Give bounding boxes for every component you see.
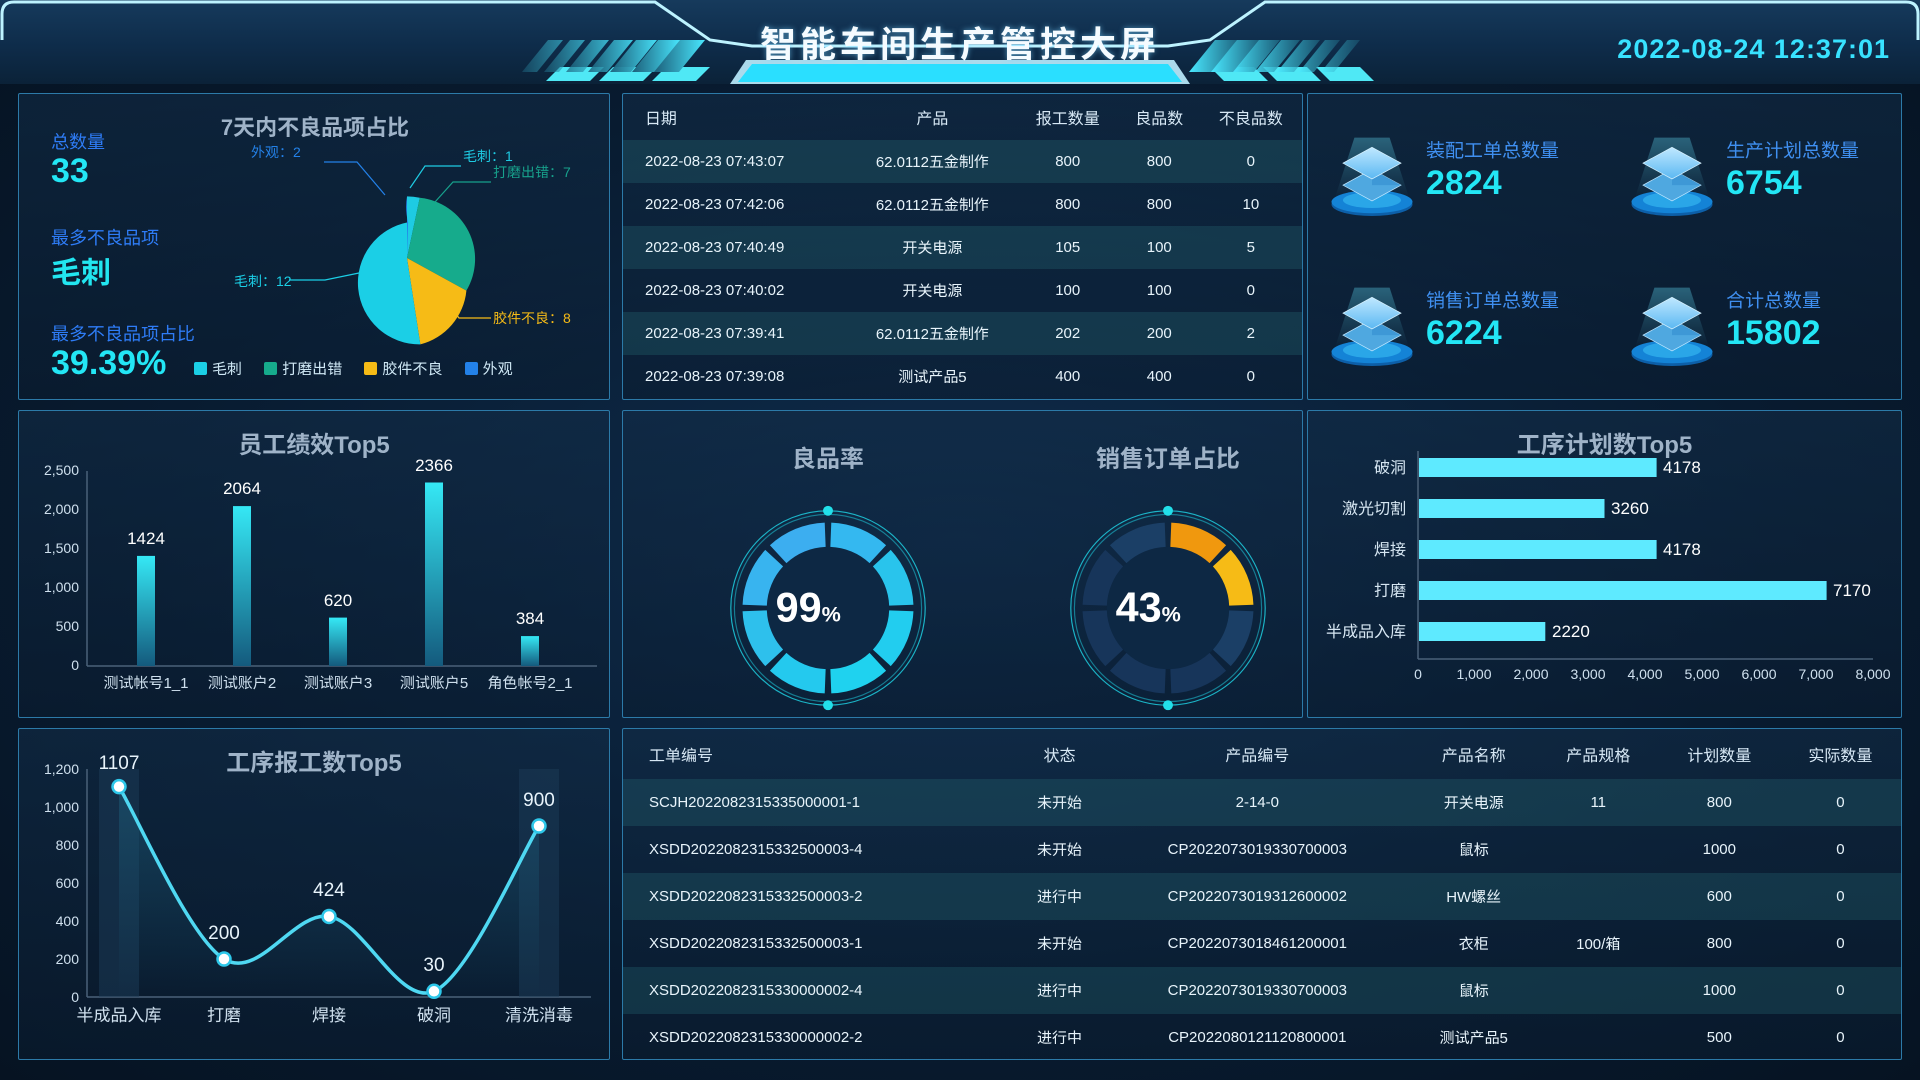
svg-text:焊接: 焊接	[312, 1006, 346, 1025]
svg-text:角色帐号2_1: 角色帐号2_1	[487, 674, 572, 692]
svg-text:8,000: 8,000	[1855, 666, 1890, 682]
svg-text:测试帐号1_1: 测试帐号1_1	[103, 674, 188, 692]
svg-text:1107: 1107	[99, 753, 140, 774]
svg-text:1,200: 1,200	[44, 761, 79, 777]
svg-text:800: 800	[56, 837, 80, 853]
svg-text:测试账户3: 测试账户3	[304, 674, 372, 692]
svg-text:900: 900	[523, 790, 555, 811]
svg-text:测试账户5: 测试账户5	[400, 674, 468, 692]
svg-text:1,500: 1,500	[44, 540, 79, 556]
svg-text:1,000: 1,000	[1456, 666, 1491, 682]
svg-text:4,000: 4,000	[1627, 666, 1662, 682]
svg-text:清洗消毒: 清洗消毒	[505, 1006, 573, 1025]
svg-text:4178: 4178	[1663, 458, 1701, 477]
svg-text:7,000: 7,000	[1798, 666, 1833, 682]
svg-text:30: 30	[423, 955, 444, 976]
svg-text:打磨出错：7: 打磨出错：7	[493, 164, 571, 180]
svg-text:2,000: 2,000	[44, 501, 79, 517]
svg-text:0: 0	[1414, 666, 1422, 682]
svg-text:200: 200	[56, 951, 80, 967]
svg-text:424: 424	[313, 880, 345, 901]
svg-text:200: 200	[208, 923, 240, 944]
svg-text:6,000: 6,000	[1741, 666, 1776, 682]
svg-text:1424: 1424	[127, 529, 165, 548]
svg-text:2,000: 2,000	[1513, 666, 1548, 682]
svg-text:620: 620	[324, 591, 352, 610]
svg-text:0: 0	[71, 657, 79, 673]
svg-text:384: 384	[516, 609, 544, 628]
svg-text:3260: 3260	[1611, 499, 1649, 518]
svg-text:400: 400	[56, 913, 80, 929]
svg-text:激光切割: 激光切割	[1342, 500, 1406, 518]
svg-text:500: 500	[56, 618, 80, 634]
svg-text:3,000: 3,000	[1570, 666, 1605, 682]
svg-text:半成品入库: 半成品入库	[1326, 623, 1406, 641]
svg-text:7170: 7170	[1833, 581, 1871, 600]
svg-text:胶件不良：8: 胶件不良：8	[493, 310, 571, 326]
svg-text:1,000: 1,000	[44, 799, 79, 815]
svg-text:0: 0	[71, 989, 79, 1005]
svg-text:2,500: 2,500	[44, 462, 79, 478]
svg-text:毛刺：12: 毛刺：12	[234, 273, 292, 289]
svg-text:2366: 2366	[415, 456, 453, 475]
svg-text:2220: 2220	[1552, 622, 1590, 641]
svg-text:打磨: 打磨	[1374, 582, 1406, 600]
svg-text:2064: 2064	[223, 479, 261, 498]
svg-text:半成品入库: 半成品入库	[77, 1006, 162, 1025]
svg-text:测试账户2: 测试账户2	[208, 674, 276, 692]
svg-text:600: 600	[56, 875, 80, 891]
svg-text:焊接: 焊接	[1374, 542, 1406, 559]
svg-text:破洞: 破洞	[1374, 459, 1406, 477]
svg-text:5,000: 5,000	[1684, 666, 1719, 682]
svg-text:打磨: 打磨	[207, 1006, 241, 1025]
svg-text:外观：2: 外观：2	[251, 144, 301, 160]
svg-text:毛刺：1: 毛刺：1	[463, 148, 513, 164]
svg-text:1,000: 1,000	[44, 579, 79, 595]
svg-text:4178: 4178	[1663, 540, 1701, 559]
svg-text:破洞: 破洞	[417, 1006, 451, 1025]
